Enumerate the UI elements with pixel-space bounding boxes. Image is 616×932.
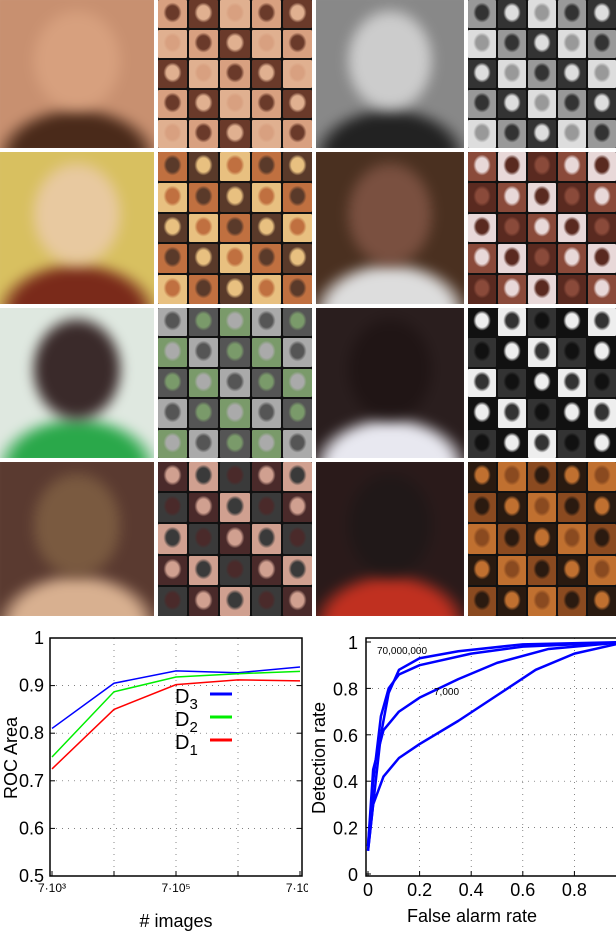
y-tick-label: 0.8 <box>333 679 358 699</box>
face-mosaic-image <box>468 152 616 304</box>
face-mosaic-image <box>158 152 312 304</box>
x-tick-label: 0 <box>363 880 373 900</box>
series-line-d1 <box>51 679 301 770</box>
face-mosaic-image <box>468 308 616 458</box>
x-tick-label: 0.8 <box>562 880 587 900</box>
face-closeup-image <box>316 0 464 148</box>
y-tick-label: 0.9 <box>19 676 44 696</box>
face-mosaic-image <box>468 462 616 616</box>
image-grid <box>0 0 616 616</box>
right-grid <box>366 638 616 876</box>
y-tick-label: 0.7 <box>19 771 44 791</box>
left-plot-frame <box>49 637 303 877</box>
roc-curve-2 <box>366 641 616 847</box>
right-y-axis-label: Detection rate <box>309 702 329 814</box>
legend-d1-label: D1 <box>175 732 198 759</box>
y-tick-label: 0.8 <box>19 723 44 743</box>
detection-rate-chart: 0 0.2 0.4 0.6 0.8 1 0 0.2 0.4 0.6 0.8 1 70,000,000… <box>309 633 616 926</box>
face-closeup-image <box>316 462 464 616</box>
left-x-axis-label: # images <box>139 911 212 931</box>
y-tick-label: 1 <box>348 633 358 653</box>
face-closeup-image <box>0 0 154 148</box>
left-y-ticks: 0.5 0.6 0.7 0.8 0.9 1 <box>19 628 302 886</box>
series-line-d3 <box>51 666 301 730</box>
left-series <box>51 666 301 770</box>
legend-d3-label: D3 <box>175 686 198 713</box>
roc-curve-1 <box>366 640 616 851</box>
face-mosaic-image <box>158 0 312 148</box>
face-closeup-image <box>316 152 464 304</box>
right-plot-frame <box>365 637 616 877</box>
series-line-d2 <box>51 670 301 758</box>
y-tick-label: 1 <box>34 628 44 648</box>
left-x-ticks: 7·10³ 7·10⁵ 7·10⁷ <box>38 871 308 895</box>
left-y-axis-label: ROC Area <box>1 716 21 799</box>
face-closeup-image <box>0 462 154 616</box>
annotation-70000000: 70,000,000 <box>377 646 427 657</box>
x-tick-label: 0.2 <box>407 880 432 900</box>
annotation-7000: 7,000 <box>434 687 459 698</box>
roc-curve-3 <box>366 641 616 847</box>
face-mosaic-image <box>468 0 616 148</box>
right-y-ticks: 0 0.2 0.4 0.6 0.8 1 <box>333 633 371 885</box>
face-mosaic-image <box>158 462 312 616</box>
legend: D3 D2 D1 <box>175 686 232 759</box>
right-x-ticks: 00.20.40.60.81 <box>363 871 587 900</box>
y-tick-label: 0.4 <box>333 772 358 792</box>
right-series <box>366 640 616 851</box>
x-tick-label: 7·10⁷ <box>286 881 308 895</box>
y-tick-label: 0.2 <box>333 819 358 839</box>
y-tick-label: 0.6 <box>19 818 44 838</box>
roc-area-chart: 0.5 0.6 0.7 0.8 0.9 1 7·10³ 7·10⁵ 7·10⁷ ROC Are… <box>1 628 308 931</box>
y-tick-label: 0 <box>348 865 358 885</box>
y-tick-label: 0.5 <box>19 866 44 886</box>
x-tick-label: 0.6 <box>510 880 535 900</box>
face-closeup-image <box>0 152 154 304</box>
face-closeup-image <box>316 308 464 458</box>
roc-curve-4 <box>366 642 616 851</box>
left-grid <box>50 638 302 876</box>
face-mosaic-image <box>158 308 312 458</box>
legend-d2-label: D2 <box>175 709 198 736</box>
y-tick-label: 0.6 <box>333 726 358 746</box>
right-x-axis-label: False alarm rate <box>407 906 537 926</box>
x-tick-label: 7·10³ <box>38 881 66 895</box>
x-tick-label: 7·10⁵ <box>162 881 191 895</box>
x-tick-label: 0.4 <box>459 880 484 900</box>
face-closeup-image <box>0 308 154 458</box>
